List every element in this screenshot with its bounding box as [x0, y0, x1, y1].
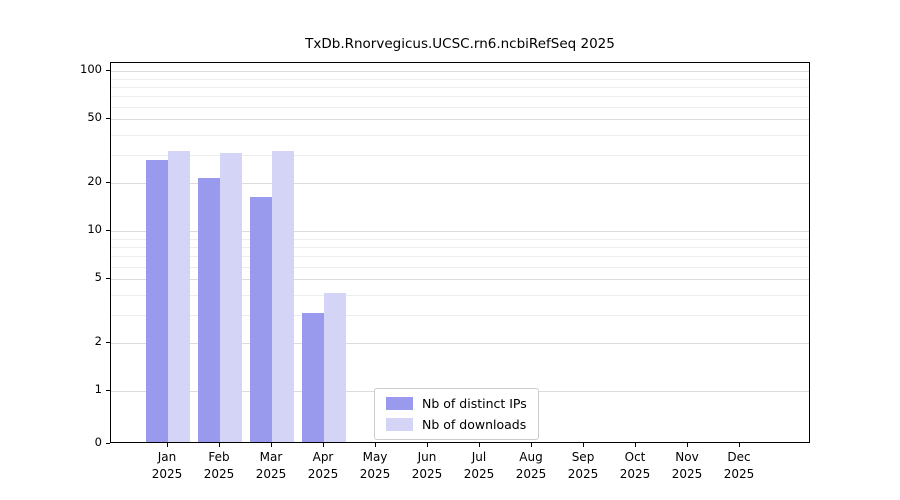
x-tick-label: Dec 2025	[723, 450, 755, 482]
minor-gridline	[111, 95, 809, 97]
y-tick-mark	[106, 342, 110, 344]
x-tick-mark	[271, 443, 272, 447]
x-tick-mark	[739, 443, 740, 447]
y-tick-mark	[106, 443, 110, 444]
legend-label-distinct-ips: Nb of distinct IPs	[422, 396, 527, 411]
major-gridline	[111, 279, 809, 281]
bar-downloads-jan	[168, 150, 190, 442]
legend: Nb of distinct IPs Nb of downloads	[374, 388, 539, 440]
x-tick-mark	[323, 443, 324, 447]
x-tick-mark	[531, 443, 532, 447]
plot-area	[110, 62, 810, 443]
x-tick-mark	[479, 443, 480, 447]
y-tick-label: 10	[87, 222, 102, 237]
x-tick-label: Oct 2025	[619, 450, 651, 482]
y-tick-mark	[106, 390, 110, 392]
minor-gridline	[111, 246, 809, 248]
bar-distinct-ips-mar	[250, 196, 272, 442]
x-tick-mark	[583, 443, 584, 447]
legend-label-downloads: Nb of downloads	[422, 417, 527, 432]
y-tick-label: 2	[94, 334, 102, 349]
major-gridline	[111, 231, 809, 233]
minor-gridline	[111, 154, 809, 156]
x-tick-label: Aug 2025	[515, 450, 547, 482]
y-tick-label: 20	[87, 174, 102, 189]
bar-downloads-feb	[220, 152, 242, 442]
x-tick-label: Jan 2025	[151, 450, 183, 482]
x-tick-label: Jul 2025	[463, 450, 495, 482]
x-tick-label: Mar 2025	[255, 450, 287, 482]
y-tick-mark	[106, 70, 110, 72]
legend-entry-distinct-ips: Nb of distinct IPs	[386, 396, 527, 411]
major-gridline	[111, 183, 809, 185]
bar-distinct-ips-apr	[302, 312, 324, 442]
x-tick-mark	[219, 443, 220, 447]
bar-distinct-ips-feb	[198, 177, 220, 442]
minor-gridline	[111, 314, 809, 316]
minor-gridline	[111, 78, 809, 80]
x-tick-mark	[375, 443, 376, 447]
x-tick-label: Sep 2025	[567, 450, 599, 482]
y-tick-label: 50	[87, 110, 102, 125]
bar-distinct-ips-jan	[146, 160, 168, 442]
minor-gridline	[111, 86, 809, 88]
x-tick-mark	[687, 443, 688, 447]
minor-gridline	[111, 238, 809, 240]
x-tick-mark	[427, 443, 428, 447]
x-tick-label: May 2025	[359, 450, 391, 482]
y-tick-label: 0	[94, 435, 102, 449]
y-tick-mark	[106, 278, 110, 280]
minor-gridline	[111, 106, 809, 108]
y-tick-mark	[106, 230, 110, 232]
legend-entry-downloads: Nb of downloads	[386, 417, 527, 432]
y-tick-label: 100	[80, 62, 102, 77]
major-gridline	[111, 71, 809, 73]
bar-downloads-apr	[324, 292, 346, 442]
x-tick-mark	[635, 443, 636, 447]
x-tick-label: Jun 2025	[411, 450, 443, 482]
x-tick-label: Nov 2025	[671, 450, 703, 482]
y-tick-mark	[106, 118, 110, 120]
x-tick-label: Apr 2025	[307, 450, 339, 482]
major-gridline	[111, 119, 809, 121]
minor-gridline	[111, 294, 809, 296]
y-tick-mark	[106, 182, 110, 184]
minor-gridline	[111, 266, 809, 268]
x-tick-mark	[167, 443, 168, 447]
major-gridline	[111, 343, 809, 345]
legend-swatch-distinct-ips	[386, 397, 413, 410]
x-tick-label: Feb 2025	[203, 450, 235, 482]
y-tick-label: 1	[94, 382, 102, 397]
chart-title: TxDb.Rnorvegicus.UCSC.rn6.ncbiRefSeq 202…	[305, 36, 615, 52]
bar-downloads-mar	[272, 150, 294, 442]
minor-gridline	[111, 255, 809, 257]
legend-swatch-downloads	[386, 418, 413, 431]
y-tick-label: 5	[94, 270, 102, 285]
minor-gridline	[111, 134, 809, 136]
